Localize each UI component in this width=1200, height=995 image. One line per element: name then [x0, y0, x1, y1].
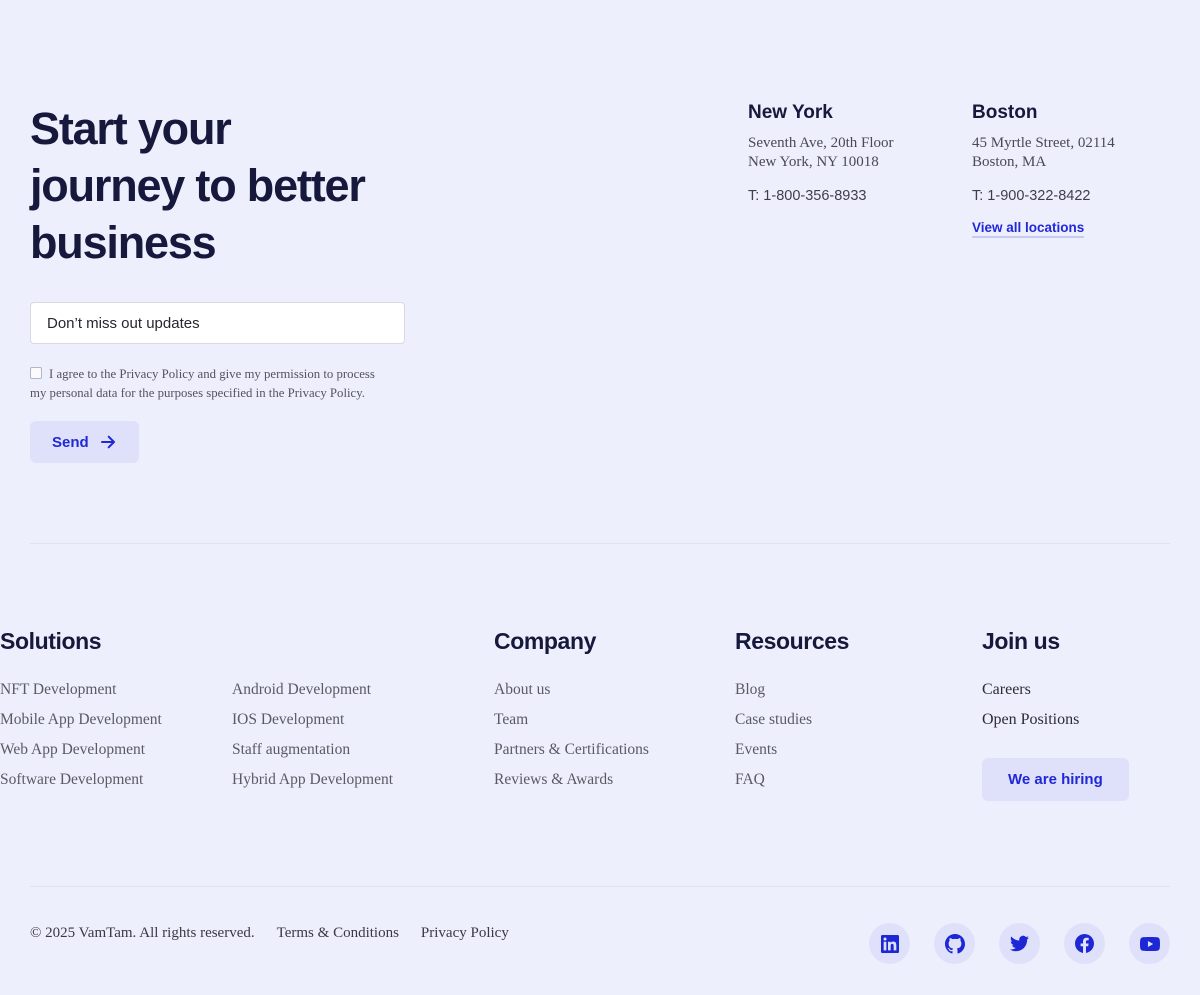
footer-link-staff-augmentation[interactable]: Staff augmentation	[232, 741, 351, 758]
office-new-york: New York Seventh Ave, 20th Floor New Yor…	[748, 102, 963, 204]
list-item: Reviews & Awards	[494, 771, 649, 801]
view-all-locations-link[interactable]: View all locations	[972, 220, 1085, 238]
footer-link-careers[interactable]: Careers	[982, 681, 1031, 698]
consent-checkbox[interactable]	[30, 367, 42, 379]
facebook-icon[interactable]	[1064, 923, 1105, 964]
resources-links: Blog Case studies Events FAQ	[735, 681, 849, 801]
list-item: Staff augmentation	[232, 741, 393, 771]
social-links	[869, 923, 1170, 964]
arrow-right-icon	[99, 434, 117, 450]
footer-link-partners-certifications[interactable]: Partners & Certifications	[494, 741, 649, 758]
list-item: Mobile App Development	[0, 711, 232, 741]
footer-column-resources: Resources Blog Case studies Events FAQ	[735, 628, 849, 801]
page-title-line: business	[30, 217, 217, 268]
footer-column-company: Company About us Team Partners & Certifi…	[494, 628, 649, 801]
office-address-line: 45 Myrtle Street, 02114	[972, 135, 1115, 151]
footer-link-team[interactable]: Team	[494, 711, 529, 728]
office-city-name: Boston	[972, 102, 1038, 123]
footer-link-open-positions[interactable]: Open Positions	[982, 711, 1080, 728]
solutions-links-col1: NFT Development Mobile App Development W…	[0, 681, 232, 801]
twitter-icon[interactable]	[999, 923, 1040, 964]
list-item: Web App Development	[0, 741, 232, 771]
footer-column-title: Resources	[735, 628, 850, 654]
consent-text: I agree to the Privacy Policy and give m…	[30, 367, 375, 400]
list-item: Events	[735, 741, 849, 771]
office-address-line: New York, NY 10018	[748, 154, 879, 170]
list-item: IOS Development	[232, 711, 393, 741]
bottom-bar: © 2025 VamTam. All rights reserved. Term…	[30, 925, 509, 942]
divider	[30, 886, 1170, 887]
list-item: Android Development	[232, 681, 393, 711]
footer-link-hybrid-app-development[interactable]: Hybrid App Development	[232, 771, 394, 788]
github-icon[interactable]	[934, 923, 975, 964]
office-address-line: Seventh Ave, 20th Floor	[748, 135, 894, 151]
footer-column-solutions: Solutions NFT Development Mobile App Dev…	[0, 628, 393, 801]
solutions-links-col2: Android Development IOS Development Staf…	[232, 681, 393, 801]
footer-link-case-studies[interactable]: Case studies	[735, 711, 813, 728]
office-city-name: New York	[748, 102, 833, 123]
footer-link-about-us[interactable]: About us	[494, 681, 551, 698]
list-item: Case studies	[735, 711, 849, 741]
copyright-text: © 2025 VamTam. All rights reserved.	[30, 925, 255, 941]
footer-link-nft-development[interactable]: NFT Development	[0, 681, 117, 698]
office-address: Seventh Ave, 20th Floor New York, NY 100…	[748, 134, 963, 172]
divider	[30, 543, 1170, 544]
footer-link-faq[interactable]: FAQ	[735, 771, 765, 788]
footer-column-join-us: Join us Careers Open Positions	[982, 628, 1079, 741]
list-item: Team	[494, 711, 649, 741]
office-address: 45 Myrtle Street, 02114 Boston, MA	[972, 134, 1187, 172]
page-title-line: Start your	[30, 103, 232, 154]
footer-link-events[interactable]: Events	[735, 741, 778, 758]
list-item: FAQ	[735, 771, 849, 801]
footer-column-title: Company	[494, 628, 596, 654]
we-are-hiring-button[interactable]: We are hiring	[982, 758, 1129, 801]
list-item: About us	[494, 681, 649, 711]
list-item: Blog	[735, 681, 849, 711]
office-address-line: Boston, MA	[972, 154, 1047, 170]
consent-row: I agree to the Privacy Policy and give m…	[30, 365, 385, 402]
youtube-icon[interactable]	[1129, 923, 1170, 964]
page-title-line: journey to better	[30, 160, 366, 211]
footer-link-android-development[interactable]: Android Development	[232, 681, 372, 698]
list-item: Software Development	[0, 771, 232, 801]
list-item: NFT Development	[0, 681, 232, 711]
join-us-links: Careers Open Positions	[982, 681, 1079, 741]
list-item: Open Positions	[982, 711, 1079, 741]
company-links: About us Team Partners & Certifications …	[494, 681, 649, 801]
footer-link-blog[interactable]: Blog	[735, 681, 766, 698]
linkedin-icon[interactable]	[869, 923, 910, 964]
send-button[interactable]: Send	[30, 421, 139, 463]
privacy-policy-link[interactable]: Privacy Policy	[420, 925, 509, 941]
footer-link-reviews-awards[interactable]: Reviews & Awards	[494, 771, 614, 788]
office-phone: T: 1-900-322-8422	[972, 188, 1091, 204]
list-item: Partners & Certifications	[494, 741, 649, 771]
office-phone: T: 1-800-356-8933	[748, 188, 867, 204]
footer-column-title: Join us	[982, 628, 1060, 654]
terms-conditions-link[interactable]: Terms & Conditions	[276, 925, 399, 941]
list-item: Careers	[982, 681, 1079, 711]
newsletter-email-input[interactable]	[30, 302, 405, 344]
footer-link-mobile-app-development[interactable]: Mobile App Development	[0, 711, 162, 728]
footer-column-title: Solutions	[0, 628, 102, 654]
footer-link-software-development[interactable]: Software Development	[0, 771, 144, 788]
send-button-label: Send	[52, 433, 89, 451]
office-boston: Boston 45 Myrtle Street, 02114 Boston, M…	[972, 102, 1187, 238]
footer-link-ios-development[interactable]: IOS Development	[232, 711, 345, 728]
list-item: Hybrid App Development	[232, 771, 393, 801]
page-title: Start your journey to better business	[30, 100, 460, 271]
footer-link-web-app-development[interactable]: Web App Development	[0, 741, 146, 758]
